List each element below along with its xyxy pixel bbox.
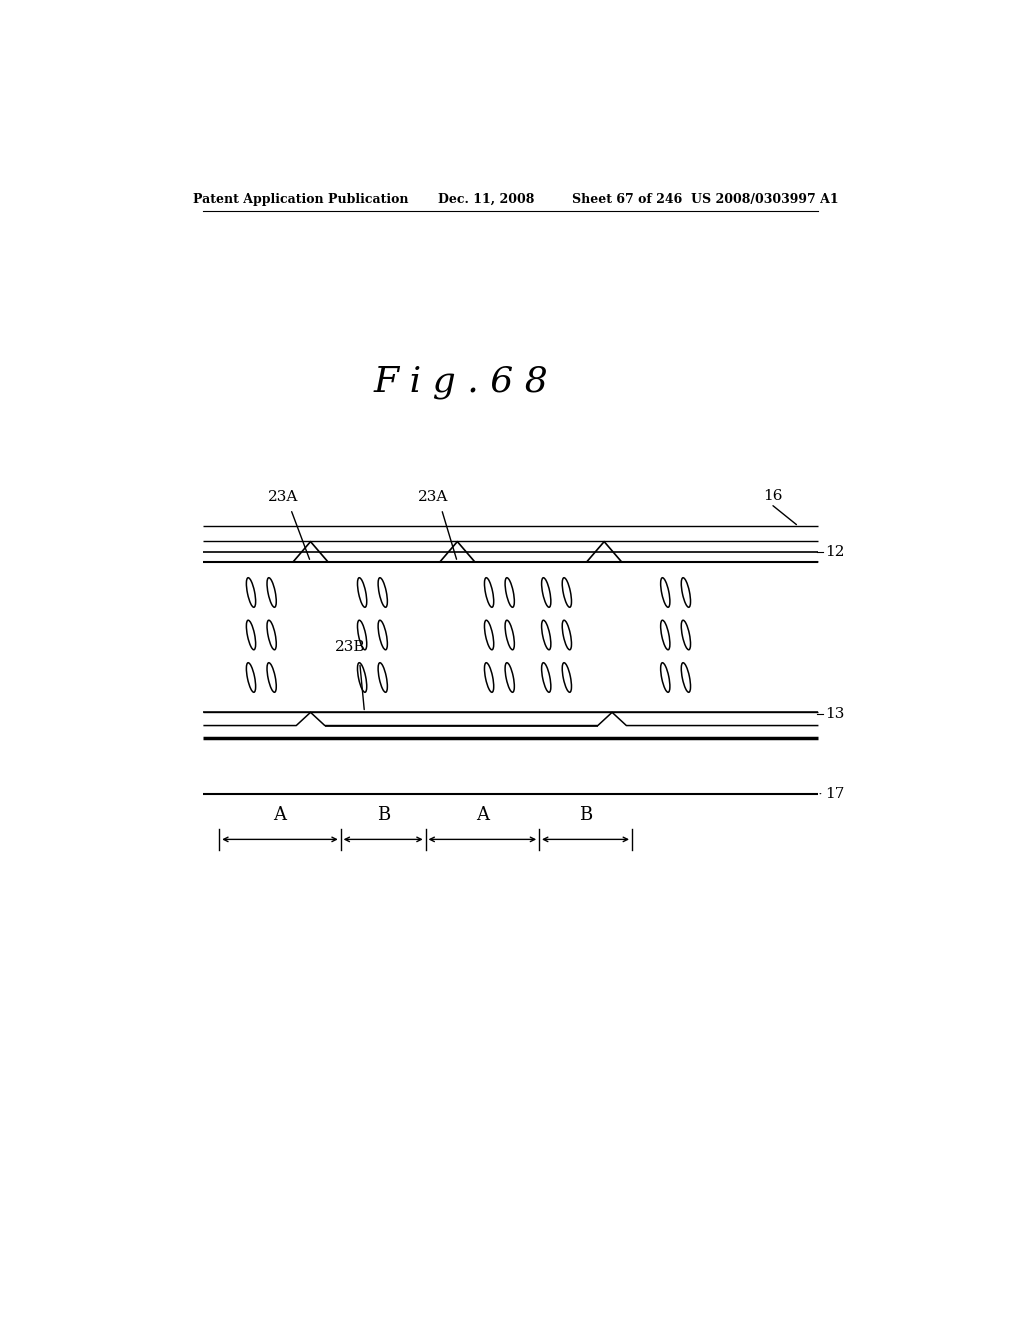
Text: A: A — [476, 807, 489, 824]
Text: Patent Application Publication: Patent Application Publication — [194, 193, 409, 206]
Text: 23B: 23B — [335, 640, 366, 655]
Text: 13: 13 — [824, 708, 844, 721]
Text: 23A: 23A — [419, 490, 449, 504]
Text: 16: 16 — [763, 488, 782, 503]
Text: B: B — [580, 807, 593, 824]
Text: 17: 17 — [824, 787, 844, 801]
Text: 23A: 23A — [267, 490, 298, 504]
Text: US 2008/0303997 A1: US 2008/0303997 A1 — [691, 193, 839, 206]
Text: A: A — [273, 807, 286, 824]
Text: B: B — [377, 807, 390, 824]
Text: Sheet 67 of 246: Sheet 67 of 246 — [572, 193, 683, 206]
Text: F i g . 6 8: F i g . 6 8 — [374, 366, 549, 399]
Text: Dec. 11, 2008: Dec. 11, 2008 — [437, 193, 534, 206]
Text: 12: 12 — [824, 545, 844, 558]
